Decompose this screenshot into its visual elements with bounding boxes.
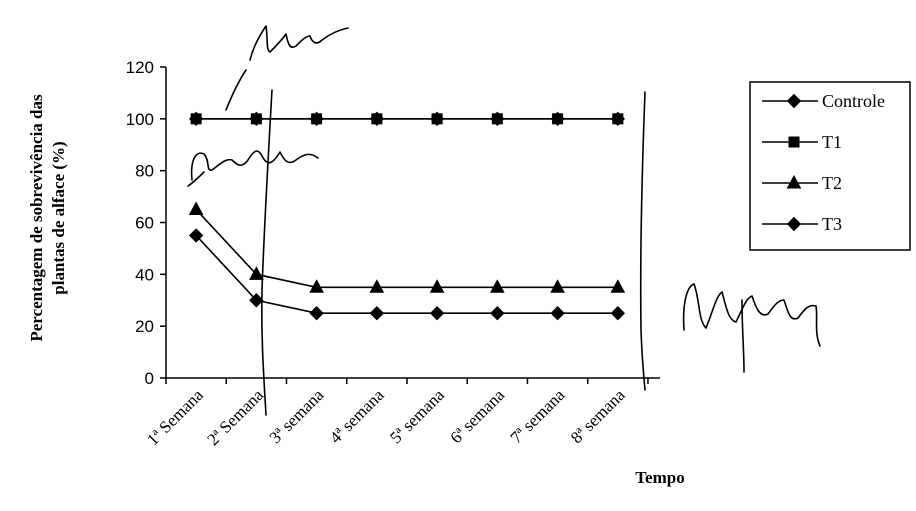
y-axis-title-line1: Percentagem de sobrevivência das	[27, 94, 46, 342]
data-point	[429, 279, 445, 293]
series-t3	[188, 228, 626, 321]
x-tick-label: 6ª semana	[446, 385, 508, 447]
data-point	[369, 306, 385, 321]
y-tick-label: 80	[135, 162, 154, 181]
data-point	[309, 306, 324, 321]
legend-label: Controle	[822, 91, 885, 111]
x-axis-title: Tempo	[635, 468, 684, 487]
data-point	[188, 228, 204, 243]
y-tick-label: 0	[145, 369, 154, 388]
data-point	[249, 293, 264, 308]
series-line	[195, 208, 618, 289]
data-point	[250, 113, 262, 125]
data-point	[552, 113, 564, 125]
legend-item: Controle	[762, 91, 885, 111]
handwritten-fase-text	[190, 150, 319, 181]
y-tick-label: 120	[126, 58, 154, 77]
y-axis-ticks: 0 20 40 60 80 100 120	[126, 58, 166, 388]
legend-marker	[786, 174, 802, 189]
data-point	[249, 266, 264, 280]
y-axis-title-line2: plantas de alface (%)	[49, 141, 68, 294]
legend-label: T1	[822, 132, 842, 152]
legend-box	[749, 81, 911, 251]
legend-label: T3	[822, 214, 842, 234]
legend-marker	[786, 216, 802, 232]
y-tick-label: 100	[126, 110, 154, 129]
x-tick-label: 4ª semana	[326, 385, 388, 447]
data-point	[490, 306, 505, 321]
legend-marker	[788, 136, 800, 148]
legend-marker	[786, 93, 802, 109]
x-tick-label: 7ª semana	[507, 385, 569, 447]
data-point	[431, 113, 443, 125]
x-tick-label: 2ª Semana	[203, 385, 267, 449]
y-tick-label: 20	[135, 317, 154, 336]
x-tick-label: 3ª semana	[266, 385, 328, 447]
legend-items: Controle T1 T2 T3	[762, 91, 885, 234]
y-tick-label: 60	[135, 214, 154, 233]
data-point	[610, 279, 626, 293]
x-tick-label: 1ª Semana	[143, 385, 207, 449]
handwritten-adaptacao-text	[682, 283, 821, 347]
series-t1	[190, 113, 624, 125]
data-point	[311, 113, 323, 125]
legend-item: T2	[762, 173, 842, 193]
handwritten-annotations	[187, 25, 821, 416]
data-point	[612, 113, 624, 125]
x-tick-label: 8ª semana	[567, 385, 629, 447]
legend-item: T3	[762, 214, 842, 234]
data-point	[490, 279, 505, 293]
series-t2	[188, 201, 626, 293]
legend: Controle T1 T2 T3	[749, 81, 911, 251]
data-point	[491, 113, 503, 125]
data-point	[610, 306, 626, 321]
handwritten-pointer-stroke	[225, 69, 247, 111]
data-point	[188, 201, 204, 216]
data-point	[190, 113, 202, 125]
handwritten-adaptacao-tail	[741, 299, 745, 373]
x-tick-label: 5ª semana	[386, 385, 448, 447]
handwritten-vertical-line-left	[261, 89, 273, 416]
data-point	[429, 306, 445, 321]
data-point	[550, 306, 565, 321]
data-point	[550, 279, 565, 293]
legend-item: T1	[762, 132, 842, 152]
handwritten-vertical-line-right	[639, 91, 646, 391]
handwritten-fase-underline	[187, 171, 205, 187]
data-point	[371, 113, 383, 125]
series-layer	[188, 111, 626, 321]
legend-label: T2	[822, 173, 842, 193]
series-line	[195, 234, 618, 315]
y-tick-label: 40	[135, 265, 154, 284]
handwritten-alarme-text	[249, 25, 349, 61]
data-point	[369, 279, 385, 293]
data-point	[309, 279, 324, 293]
